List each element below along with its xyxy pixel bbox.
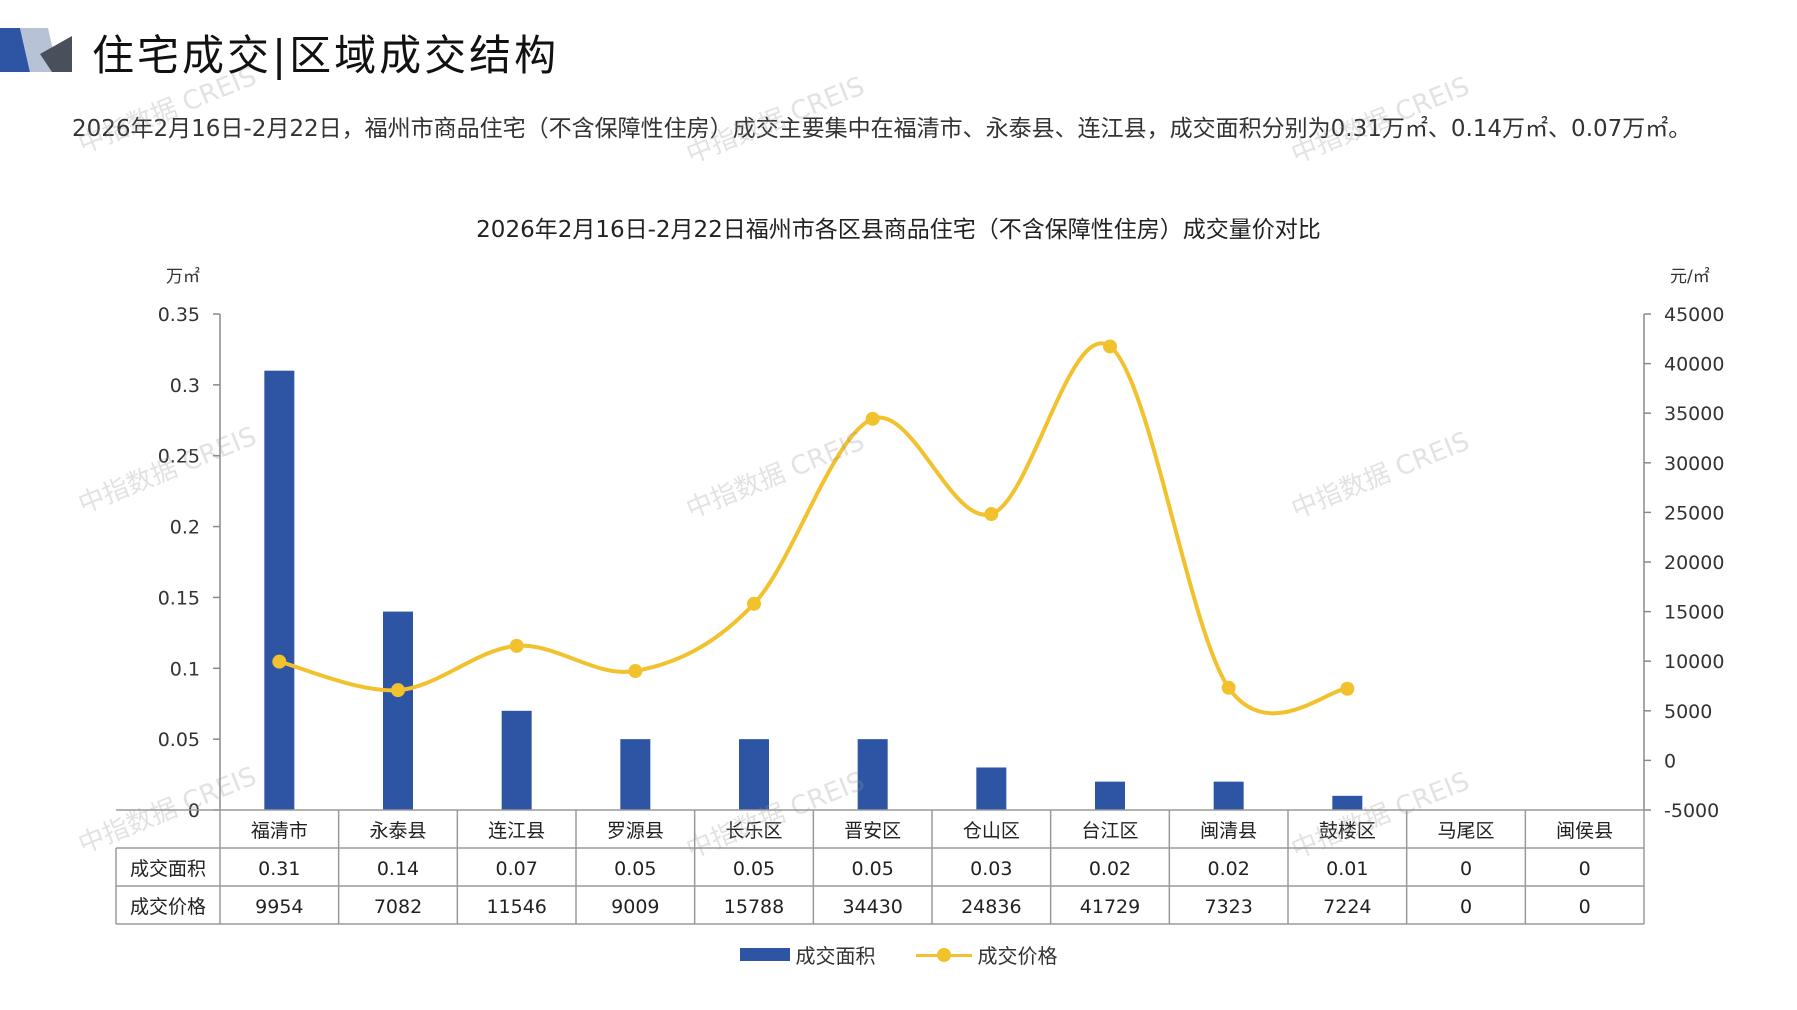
area-value-label: 0.02 xyxy=(1089,858,1131,880)
left-axis-tick-label: 0 xyxy=(188,800,200,822)
price-value-label: 0 xyxy=(1460,896,1472,918)
right-axis-tick-label: 15000 xyxy=(1664,602,1724,624)
area-value-label: 0.07 xyxy=(496,858,538,880)
legend-item-area: 成交面积 xyxy=(739,940,876,969)
price-point xyxy=(272,654,287,669)
bar xyxy=(501,710,532,810)
area-value-label: 0 xyxy=(1460,858,1472,880)
left-axis-tick-label: 0.25 xyxy=(158,446,200,468)
category-label: 闽侯县 xyxy=(1556,820,1613,842)
right-axis-tick-label: 10000 xyxy=(1664,651,1724,673)
category-label: 闽清县 xyxy=(1200,820,1257,842)
area-value-label: 0.14 xyxy=(377,858,419,880)
price-value-label: 9009 xyxy=(611,896,659,918)
area-value-label: 0.05 xyxy=(733,858,775,880)
category-label: 马尾区 xyxy=(1437,820,1494,842)
right-axis-tick-label: -5000 xyxy=(1664,800,1719,822)
price-point xyxy=(391,683,405,698)
price-point xyxy=(509,638,524,653)
legend-label-price: 成交价格 xyxy=(977,944,1058,968)
category-label: 永泰县 xyxy=(369,820,426,842)
right-axis-tick-label: 5000 xyxy=(1664,701,1712,723)
area-value-label: 0.03 xyxy=(970,858,1012,880)
right-axis-unit: 元/㎡ xyxy=(1670,267,1710,287)
area-value-label: 0.01 xyxy=(1326,858,1368,880)
page-title: 住宅成交|区域成交结构 xyxy=(92,31,560,80)
category-label: 福清市 xyxy=(251,820,308,842)
chart-title: 2026年2月16日-2月22日福州市各区县商品住宅（不含保障性住房）成交量价对… xyxy=(476,217,1321,243)
bar xyxy=(383,611,413,810)
bar xyxy=(1095,781,1125,810)
left-axis-tick-label: 0.2 xyxy=(170,517,200,539)
area-value-label: 0 xyxy=(1579,858,1591,880)
price-value-label: 9954 xyxy=(255,896,303,918)
category-label: 罗源县 xyxy=(607,820,664,842)
price-point xyxy=(747,596,761,611)
bar xyxy=(739,739,769,810)
left-axis-tick-label: 0.05 xyxy=(158,729,200,751)
left-axis-tick-label: 0.3 xyxy=(170,375,200,397)
area-value-label: 0.05 xyxy=(614,858,656,880)
right-axis-tick-label: 30000 xyxy=(1664,453,1724,475)
price-point xyxy=(1221,680,1236,695)
price-value-label: 7082 xyxy=(374,896,422,918)
legend-line-swatch xyxy=(915,947,972,962)
bar xyxy=(264,370,295,810)
legend-bar-swatch xyxy=(739,948,790,961)
price-value-label: 34430 xyxy=(842,896,902,918)
right-axis-tick-label: 25000 xyxy=(1664,502,1724,524)
right-axis-tick-label: 40000 xyxy=(1664,354,1724,376)
right-axis-tick-label: 20000 xyxy=(1664,552,1724,574)
price-point xyxy=(1103,339,1117,354)
price-point xyxy=(1340,681,1355,696)
left-axis-tick-label: 0.1 xyxy=(170,658,200,680)
legend-item-price: 成交价格 xyxy=(915,940,1058,969)
table-row-header: 成交价格 xyxy=(130,896,206,918)
logo-icon xyxy=(0,28,72,72)
bar xyxy=(1332,795,1363,810)
right-axis-tick-label: 45000 xyxy=(1664,304,1724,326)
price-value-label: 11546 xyxy=(486,896,546,918)
category-label: 台江区 xyxy=(1081,820,1138,842)
legend-label-area: 成交面积 xyxy=(795,944,876,968)
price-value-label: 41729 xyxy=(1080,896,1140,918)
right-axis-tick-label: 35000 xyxy=(1664,403,1724,425)
price-value-label: 0 xyxy=(1579,896,1591,918)
right-axis-tick-label: 0 xyxy=(1664,750,1676,772)
bar xyxy=(857,739,888,810)
area-value-label: 0.02 xyxy=(1208,858,1250,880)
bar xyxy=(976,767,1007,810)
price-value-label: 24836 xyxy=(961,896,1021,918)
price-value-label: 15788 xyxy=(724,896,784,918)
left-axis-tick-label: 0.35 xyxy=(158,304,200,326)
category-label: 连江县 xyxy=(488,820,545,842)
bar xyxy=(1213,781,1244,810)
category-label: 晋安区 xyxy=(844,820,901,842)
price-point xyxy=(628,664,643,679)
summary-text: 2026年2月16日-2月22日，福州市商品住宅（不含保障性住房）成交主要集中在… xyxy=(72,116,1692,142)
chart-legend: 成交面积 成交价格 xyxy=(0,940,1797,969)
price-line xyxy=(278,341,1348,716)
price-value-label: 7323 xyxy=(1204,896,1252,918)
left-axis-unit: 万㎡ xyxy=(166,267,200,287)
price-point xyxy=(984,507,999,522)
category-label: 鼓楼区 xyxy=(1319,820,1376,842)
area-value-label: 0.31 xyxy=(258,858,300,880)
category-label: 长乐区 xyxy=(725,820,782,842)
price-point xyxy=(865,411,880,426)
area-value-label: 0.05 xyxy=(852,858,894,880)
category-label: 仓山区 xyxy=(963,820,1020,842)
price-value-label: 7224 xyxy=(1323,896,1371,918)
left-axis-tick-label: 0.15 xyxy=(158,587,200,609)
table-row-header: 成交面积 xyxy=(130,858,206,880)
bar xyxy=(620,739,651,810)
